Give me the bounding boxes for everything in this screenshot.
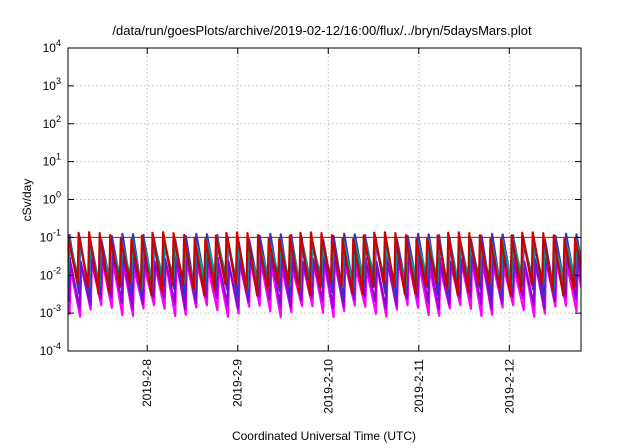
y-tick-label: 101 xyxy=(43,152,61,169)
y-tick-label: 10-3 xyxy=(40,303,61,320)
y-tick-label: 10-4 xyxy=(40,341,61,358)
y-tick-label: 102 xyxy=(43,114,61,131)
x-tick-label: 2019-2-8 xyxy=(140,359,154,407)
y-tick-label: 103 xyxy=(43,76,61,93)
x-axis-label: Coordinated Universal Time (UTC) xyxy=(232,429,416,443)
y-tick-labels: 10-4 10-3 10-2 10-1 100 101 102 103 104 xyxy=(40,38,61,358)
series-line xyxy=(68,231,581,297)
y-axis-label: cSv/day xyxy=(20,179,34,222)
x-tick-label: 2019-2-11 xyxy=(412,359,426,413)
y-tick-label: 100 xyxy=(43,190,61,207)
x-tick-label: 2019-2-9 xyxy=(231,359,245,407)
y-tick-label: 10-1 xyxy=(40,227,61,244)
y-tick-label: 104 xyxy=(43,38,61,55)
grid-lines xyxy=(68,48,581,351)
axis-ticks xyxy=(68,47,581,352)
x-tick-labels: 2019-2-8 2019-2-9 2019-2-10 2019-2-11 2019-2… xyxy=(140,359,516,414)
data-series xyxy=(68,231,581,319)
x-tick-label: 2019-2-10 xyxy=(321,359,335,414)
chart-title: /data/run/goesPlots/archive/2019-02-12/1… xyxy=(112,23,532,38)
y-tick-label: 10-2 xyxy=(40,265,61,282)
x-tick-label: 2019-2-12 xyxy=(502,359,516,414)
